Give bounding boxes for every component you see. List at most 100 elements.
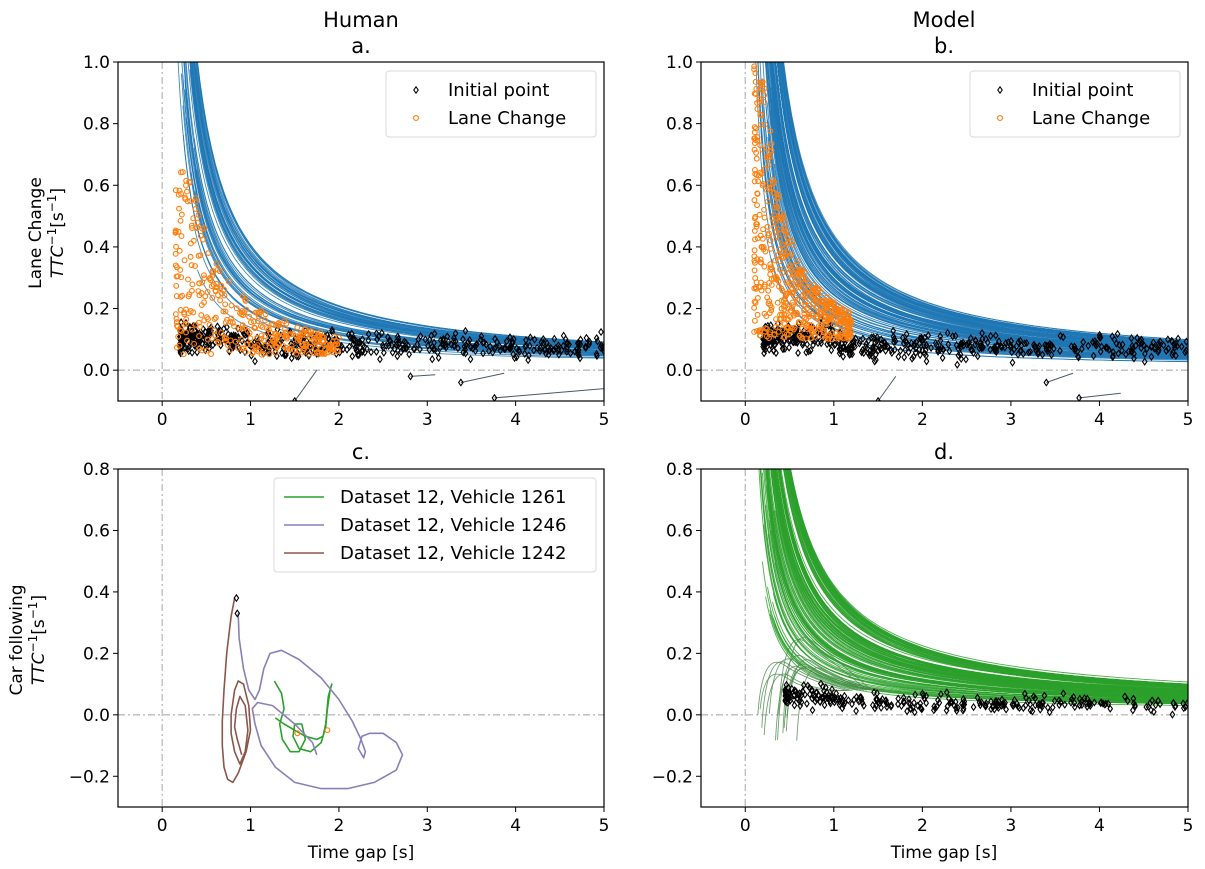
lane-change-marker	[767, 302, 774, 309]
initial-point-marker	[377, 355, 383, 364]
outlier-segment	[410, 374, 436, 377]
y-tick-label: 0.0	[666, 706, 693, 726]
initial-point-marker	[425, 341, 431, 350]
lane-change-marker	[181, 257, 188, 264]
initial-point-marker	[921, 694, 928, 703]
lane-change-marker	[756, 211, 763, 218]
initial-point-marker	[957, 339, 964, 349]
lane-change-marker	[282, 325, 289, 332]
initial-point-marker	[555, 346, 561, 355]
initial-point-marker	[937, 345, 943, 355]
trajectory-curve	[780, 62, 1188, 343]
lane-change-marker	[268, 321, 275, 328]
lane-change-marker	[755, 172, 762, 179]
initial-point-marker	[1110, 351, 1116, 361]
lane-change-marker	[844, 331, 851, 338]
initial-point-marker	[803, 332, 809, 341]
lane-change-marker	[788, 281, 795, 287]
lane-change-marker	[777, 311, 783, 318]
x-tick-label: 3	[1005, 410, 1016, 430]
initial-point-marker	[205, 330, 212, 339]
trajectory-curve	[773, 469, 1188, 693]
lane-change-marker	[832, 311, 839, 318]
trajectory-curve	[757, 661, 847, 715]
legend-circle-icon	[413, 115, 419, 121]
ylabel-line1: Car following	[7, 584, 27, 695]
legend-item: Dataset 12, Vehicle 1246	[284, 515, 566, 536]
lane-change-marker	[216, 268, 223, 275]
lane-change-marker	[755, 283, 762, 290]
initial-point-marker	[891, 337, 897, 347]
initial-point-marker	[1060, 689, 1067, 698]
initial-point-marker	[497, 346, 504, 355]
lane-change-marker	[771, 224, 778, 231]
initial-point-marker	[812, 697, 819, 706]
lane-change-marker	[784, 316, 791, 322]
initial-point-marker	[295, 352, 302, 361]
trajectory-curve	[193, 62, 604, 344]
lane-change-marker	[761, 92, 768, 99]
legend-item: Initial point	[997, 80, 1133, 101]
lane-change-marker	[788, 251, 795, 258]
initial-point-marker	[1132, 701, 1138, 710]
x-tick-label: 0	[740, 410, 751, 430]
lane-change-points	[751, 63, 855, 343]
initial-point-marker	[252, 357, 258, 366]
lane-change-marker	[334, 348, 341, 354]
lane-change-marker	[173, 319, 180, 326]
lane-change-marker	[761, 263, 768, 270]
initial-point-marker	[361, 342, 368, 351]
lane-change-marker	[198, 290, 205, 297]
lane-change-marker	[778, 315, 785, 322]
lane-change-marker	[212, 314, 219, 321]
lane-change-marker	[188, 287, 195, 294]
initial-point-marker	[1007, 341, 1014, 350]
lane-change-marker	[796, 320, 803, 327]
x-tick-label: 2	[333, 816, 344, 836]
initial-point-marker	[1090, 351, 1097, 361]
lane-change-marker	[187, 253, 194, 260]
initial-point-marker	[809, 705, 816, 715]
y-tick-label: −0.2	[69, 767, 110, 787]
initial-point-marker	[348, 329, 355, 338]
initial-point-marker	[871, 357, 878, 366]
lane-change-marker	[308, 328, 315, 335]
lane-change-marker	[757, 85, 764, 91]
lane-change-marker	[257, 322, 264, 329]
lane-change-marker	[188, 222, 195, 229]
lane-change-marker	[754, 106, 761, 112]
lane-change-marker	[172, 227, 179, 234]
initial-point-marker	[917, 334, 923, 343]
initial-point-marker	[1085, 341, 1092, 350]
legend-diamond-icon	[997, 85, 1003, 95]
lane-change-marker	[832, 307, 839, 314]
initial-point-marker	[800, 680, 807, 690]
initial-point-marker	[1056, 700, 1063, 710]
lane-change-marker	[205, 316, 211, 323]
initial-point-marker	[1172, 339, 1179, 349]
lane-change-marker	[794, 281, 801, 288]
initial-point-marker	[324, 331, 331, 340]
lane-change-marker	[791, 270, 798, 277]
series-line-dataset-12-vehicle-1246	[237, 613, 404, 790]
initial-point-marker	[442, 340, 449, 350]
lane-change-marker	[838, 306, 845, 313]
lane-change-marker	[190, 215, 197, 222]
legend-box	[273, 477, 597, 573]
lane-change-marker	[763, 153, 770, 160]
lane-change-marker	[782, 231, 789, 238]
trajectory-curve	[777, 655, 867, 741]
initial-point-marker	[955, 351, 962, 360]
lane-change-marker	[814, 315, 821, 322]
legend: Dataset 12, Vehicle 1261 Dataset 12, Vehi…	[273, 477, 597, 573]
trajectory-curve	[767, 469, 1188, 699]
initial-point-marker	[904, 707, 910, 716]
initial-point-marker	[849, 349, 856, 359]
initial-point-marker	[909, 354, 915, 363]
initial-point-marker	[526, 341, 533, 350]
lane-change-marker	[756, 96, 763, 103]
initial-point-marker	[491, 393, 498, 401]
initial-point-marker	[448, 340, 455, 349]
initial-point-marker	[1142, 349, 1148, 358]
initial-point-marker	[900, 693, 907, 702]
